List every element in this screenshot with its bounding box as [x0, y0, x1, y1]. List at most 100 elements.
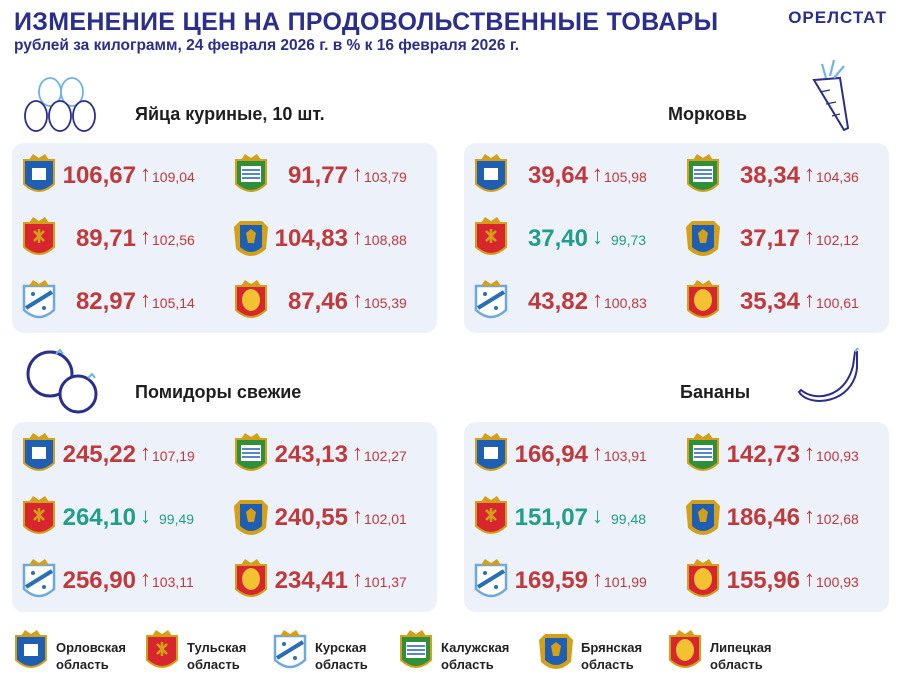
price-cell-tula: 89,71 ↑ 102,56	[12, 208, 224, 272]
percent-change: 99,73	[611, 232, 647, 248]
carrot-icon	[812, 59, 850, 132]
panel-eggs: 106,67 ↑ 109,04 91,77 ↑ 103,79 89,71 ↑ 102,56 104…	[12, 143, 437, 333]
arrow-up-icon: ↑	[804, 440, 815, 465]
price-row: 82,97 ↑ 105,14 87,46 ↑ 105,39	[12, 271, 437, 335]
legend-label: область	[56, 657, 109, 672]
price-value: 38,34	[739, 162, 800, 189]
bryansk-coat-of-arms-icon	[537, 630, 575, 676]
price-row: 106,67 ↑ 109,04 91,77 ↑ 103,79	[12, 145, 437, 209]
price-cell-lipetsk: 234,41 ↑ 101,37	[224, 550, 436, 614]
price-cell-kursk: 43,82 ↑ 100,83	[464, 271, 676, 335]
price-cell-bryansk: 186,46 ↑ 102,68	[676, 487, 888, 551]
arrow-up-icon: ↑	[140, 440, 151, 465]
kaluga-coat-of-arms-icon	[684, 433, 722, 479]
price-value: 82,97	[75, 288, 136, 315]
percent-change: 99,49	[159, 511, 195, 527]
banana-icon	[797, 347, 859, 402]
kursk-coat-of-arms-icon	[20, 280, 58, 326]
kursk-coat-of-arms-icon	[472, 280, 510, 326]
percent-change: 105,98	[604, 169, 647, 185]
price-value: 243,13	[274, 441, 348, 468]
eggs-icon	[24, 77, 96, 132]
kursk-coat-of-arms-icon	[20, 559, 58, 605]
price-cell-bryansk: 240,55 ↑ 102,01	[224, 487, 436, 551]
legend-label: область	[315, 657, 368, 672]
tula-coat-of-arms-icon	[143, 630, 181, 676]
price-value: 35,34	[739, 288, 800, 315]
arrow-up-icon: ↑	[140, 224, 151, 249]
percent-change: 102,68	[816, 511, 859, 527]
price-cell-bryansk: 37,17 ↑ 102,12	[676, 208, 888, 272]
tula-coat-of-arms-icon	[20, 496, 58, 542]
price-cell-kursk: 82,97 ↑ 105,14	[12, 271, 224, 335]
price-value: 43,82	[527, 288, 588, 315]
lipetsk-coat-of-arms-icon	[666, 630, 704, 676]
price-cell-kaluga: 91,77 ↑ 103,79	[224, 145, 436, 209]
price-row: 169,59 ↑ 101,99 155,96 ↑ 100,93	[464, 550, 889, 614]
bryansk-coat-of-arms-icon	[232, 496, 270, 542]
price-cell-orel: 39,64 ↑ 105,98	[464, 145, 676, 209]
price-value: 106,67	[62, 162, 136, 189]
arrow-up-icon: ↑	[352, 161, 363, 186]
price-value: 142,73	[726, 441, 800, 468]
price-cell-lipetsk: 155,96 ↑ 100,93	[676, 550, 888, 614]
section-title-eggs: Яйца куриные, 10 шт.	[135, 104, 325, 124]
arrow-down-icon: ↓	[592, 503, 603, 528]
lipetsk-coat-of-arms-icon	[684, 559, 722, 605]
arrow-up-icon: ↑	[592, 287, 603, 312]
arrow-down-icon: ↓	[140, 503, 151, 528]
price-row: 256,90 ↑ 103,11 234,41 ↑ 101,37	[12, 550, 437, 614]
brand-logo: ОРЕЛСТАТ	[788, 8, 887, 27]
section-title-tomatoes: Помидоры свежие	[135, 382, 302, 402]
price-value: 186,46	[726, 504, 800, 531]
legend: Орловская область Тульская область Курская…	[0, 626, 901, 682]
price-value: 245,22	[62, 441, 136, 468]
arrow-up-icon: ↑	[352, 566, 363, 591]
legend-label: область	[187, 657, 240, 672]
arrow-up-icon: ↑	[804, 161, 815, 186]
percent-change: 102,01	[364, 511, 407, 527]
percent-change: 104,36	[816, 169, 859, 185]
price-row: 89,71 ↑ 102,56 104,83 ↑ 108,88	[12, 208, 437, 272]
price-row: 43,82 ↑ 100,83 35,34 ↑ 100,61	[464, 271, 889, 335]
percent-change: 105,14	[152, 295, 195, 311]
tomatoes-icon	[26, 348, 98, 414]
kaluga-coat-of-arms-icon	[232, 433, 270, 479]
percent-change: 100,83	[604, 295, 647, 311]
price-cell-tula: 264,10 ↓ 99,49	[12, 487, 224, 551]
price-cell-kursk: 169,59 ↑ 101,99	[464, 550, 676, 614]
arrow-up-icon: ↑	[352, 224, 363, 249]
panel-bananas: 166,94 ↑ 103,91 142,73 ↑ 100,93 151,07 ↓ 99,48 18…	[464, 422, 889, 612]
arrow-up-icon: ↑	[592, 566, 603, 591]
price-cell-kaluga: 38,34 ↑ 104,36	[676, 145, 888, 209]
section-title-carrot: Морковь	[668, 104, 747, 124]
percent-change: 100,61	[816, 295, 859, 311]
percent-change: 102,12	[816, 232, 859, 248]
page-title: ИЗМЕНЕНИЕ ЦЕН НА ПРОДОВОЛЬСТВЕННЫЕ ТОВАР…	[14, 8, 719, 36]
price-value: 234,41	[274, 567, 348, 594]
kursk-coat-of-arms-icon	[271, 630, 309, 676]
kaluga-coat-of-arms-icon	[232, 154, 270, 200]
price-value: 89,71	[75, 225, 136, 252]
price-cell-orel: 106,67 ↑ 109,04	[12, 145, 224, 209]
orel-coat-of-arms-icon	[20, 433, 58, 479]
legend-label: Орловская	[56, 640, 126, 655]
kursk-coat-of-arms-icon	[472, 559, 510, 605]
price-value: 87,46	[287, 288, 348, 315]
bryansk-coat-of-arms-icon	[684, 217, 722, 263]
orel-coat-of-arms-icon	[20, 154, 58, 200]
bryansk-coat-of-arms-icon	[684, 496, 722, 542]
price-cell-tula: 151,07 ↓ 99,48	[464, 487, 676, 551]
price-cell-lipetsk: 35,34 ↑ 100,61	[676, 271, 888, 335]
percent-change: 103,79	[364, 169, 407, 185]
price-cell-orel: 245,22 ↑ 107,19	[12, 424, 224, 488]
tula-coat-of-arms-icon	[472, 217, 510, 263]
percent-change: 108,88	[364, 232, 407, 248]
arrow-up-icon: ↑	[804, 224, 815, 249]
percent-change: 103,91	[604, 448, 647, 464]
kaluga-coat-of-arms-icon	[397, 630, 435, 676]
price-row: 264,10 ↓ 99,49 240,55 ↑ 102,01	[12, 487, 437, 551]
price-value: 37,40	[527, 225, 588, 252]
percent-change: 105,39	[364, 295, 407, 311]
page-subtitle: рублей за килограмм, 24 февраля 2026 г. …	[14, 37, 520, 54]
